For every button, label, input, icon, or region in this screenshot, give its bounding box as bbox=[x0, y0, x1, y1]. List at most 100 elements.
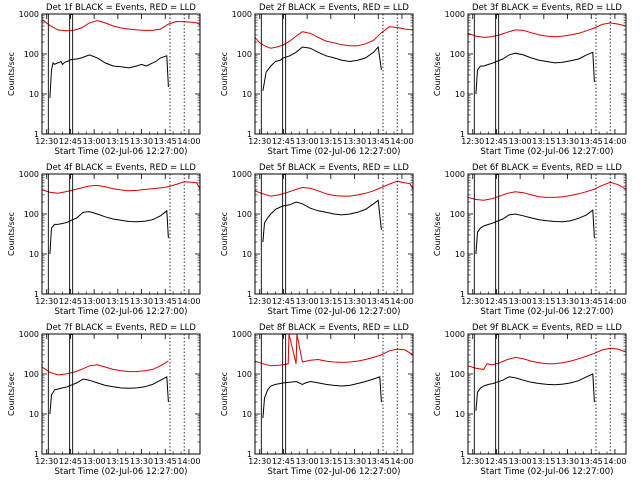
interval-e-box bbox=[260, 173, 284, 295]
x-tick-label: 13:15 bbox=[106, 457, 129, 466]
y-axis-label: Counts/sec bbox=[7, 372, 16, 416]
y-axis-label: Counts/sec bbox=[220, 52, 229, 96]
panel-title: Det 9f BLACK = Events, RED = LLD bbox=[472, 323, 622, 333]
x-tick-label: 14:00 bbox=[390, 297, 413, 306]
x-tick-label: 12:30 bbox=[461, 297, 484, 306]
x-tick-label: 13:15 bbox=[532, 137, 555, 146]
x-tick-label: 14:00 bbox=[390, 137, 413, 146]
x-axis-label: Start Time (02-Jul-06 12:27:00) bbox=[481, 467, 614, 477]
detector-panel-7: Det 7f BLACK = Events, RED = LLD 1 10 100 10… bbox=[7, 323, 201, 477]
x-tick-label: 13:15 bbox=[532, 457, 555, 466]
y-tick-label: 10 bbox=[29, 90, 39, 99]
x-tick-label: 14:00 bbox=[603, 137, 626, 146]
x-tick-label: 12:45 bbox=[272, 137, 295, 146]
x-tick-label: 12:30 bbox=[248, 457, 271, 466]
y-axis-label: Counts/sec bbox=[220, 372, 229, 416]
events-series-line bbox=[262, 45, 382, 91]
detector-panel-8: Det 8f BLACK = Events, RED = LLD 1 10 100 10… bbox=[220, 323, 414, 477]
detector-panel-5: Det 5f BLACK = Events, RED = LLD 1 10 100 10… bbox=[220, 163, 414, 317]
events-series-line bbox=[475, 373, 595, 411]
y-tick-label: 1000 bbox=[19, 170, 39, 179]
y-tick-label: 10 bbox=[455, 90, 465, 99]
x-axis-label: Start Time (02-Jul-06 12:27:00) bbox=[55, 467, 188, 477]
detector-panel-2: Det 2f BLACK = Events, RED = LLD 1 10 100 10… bbox=[220, 3, 414, 157]
x-tick-label: 13:45 bbox=[154, 457, 177, 466]
x-tick-label: 12:45 bbox=[59, 137, 82, 146]
x-axis-label: Start Time (02-Jul-06 12:27:00) bbox=[481, 307, 614, 317]
y-tick-label: 1 bbox=[247, 450, 252, 459]
y-tick-label: 100 bbox=[237, 370, 252, 379]
x-tick-label: 13:15 bbox=[532, 297, 555, 306]
y-tick-label: 10 bbox=[29, 410, 39, 419]
x-tick-label: 13:15 bbox=[319, 457, 342, 466]
x-tick-label: 12:30 bbox=[35, 137, 58, 146]
x-tick-label: 14:00 bbox=[177, 297, 200, 306]
y-tick-label: 1 bbox=[460, 290, 465, 299]
x-tick-label: 13:45 bbox=[580, 137, 603, 146]
x-tick-label: 13:00 bbox=[509, 457, 532, 466]
panel-frame bbox=[41, 173, 201, 295]
x-tick-label: 12:45 bbox=[59, 457, 82, 466]
y-tick-label: 1 bbox=[34, 290, 39, 299]
y-axis-label: Counts/sec bbox=[220, 212, 229, 256]
detector-panel-4: Det 4f BLACK = Events, RED = LLD 1 10 100 10… bbox=[7, 163, 201, 317]
panel-frame bbox=[467, 173, 627, 295]
panel-frame bbox=[41, 333, 201, 455]
y-tick-label: 1 bbox=[460, 130, 465, 139]
y-tick-label: 100 bbox=[237, 210, 252, 219]
y-tick-label: 1000 bbox=[445, 170, 465, 179]
events-series-line bbox=[475, 51, 595, 95]
x-tick-label: 13:30 bbox=[130, 457, 153, 466]
x-tick-label: 13:45 bbox=[367, 137, 390, 146]
y-tick-label: 1000 bbox=[232, 10, 252, 19]
x-tick-label: 13:30 bbox=[343, 297, 366, 306]
x-tick-label: 14:00 bbox=[177, 457, 200, 466]
interval-e-box bbox=[260, 333, 284, 455]
x-tick-label: 13:45 bbox=[154, 297, 177, 306]
panel-title: Det 3f BLACK = Events, RED = LLD bbox=[472, 3, 622, 13]
x-tick-label: 14:00 bbox=[177, 137, 200, 146]
lld-series-line bbox=[468, 181, 626, 201]
y-tick-label: 1000 bbox=[445, 330, 465, 339]
x-tick-label: 13:30 bbox=[343, 457, 366, 466]
detector-panel-3: Det 3f BLACK = Events, RED = LLD 1 10 100 10… bbox=[433, 3, 627, 157]
x-tick-label: 12:30 bbox=[35, 297, 58, 306]
lld-series-line bbox=[42, 19, 200, 32]
x-tick-label: 13:15 bbox=[319, 137, 342, 146]
y-tick-label: 1 bbox=[460, 450, 465, 459]
x-tick-label: 12:45 bbox=[272, 297, 295, 306]
y-tick-label: 1000 bbox=[445, 10, 465, 19]
x-tick-label: 14:00 bbox=[390, 457, 413, 466]
x-tick-label: 13:00 bbox=[296, 137, 319, 146]
x-tick-label: 14:00 bbox=[603, 297, 626, 306]
y-axis-label: Counts/sec bbox=[433, 52, 442, 96]
x-axis-label: Start Time (02-Jul-06 12:27:00) bbox=[481, 147, 614, 157]
x-axis-label: Start Time (02-Jul-06 12:27:00) bbox=[55, 147, 188, 157]
y-axis-label: Counts/sec bbox=[7, 212, 16, 256]
x-tick-label: 13:00 bbox=[509, 137, 532, 146]
x-tick-label: 13:00 bbox=[509, 297, 532, 306]
panel-title: Det 1f BLACK = Events, RED = LLD bbox=[46, 3, 196, 13]
lld-series-line bbox=[255, 334, 413, 367]
x-tick-label: 13:30 bbox=[556, 457, 579, 466]
y-tick-label: 1 bbox=[247, 130, 252, 139]
x-tick-label: 13:15 bbox=[106, 297, 129, 306]
x-tick-label: 13:00 bbox=[83, 137, 106, 146]
x-tick-label: 12:30 bbox=[461, 457, 484, 466]
x-tick-label: 13:00 bbox=[83, 457, 106, 466]
x-tick-label: 13:45 bbox=[580, 457, 603, 466]
x-tick-label: 14:00 bbox=[603, 457, 626, 466]
panel-title: Det 7f BLACK = Events, RED = LLD bbox=[46, 323, 196, 333]
y-tick-label: 1000 bbox=[19, 10, 39, 19]
panel-title: Det 8f BLACK = Events, RED = LLD bbox=[259, 323, 409, 333]
panel-title: Det 5f BLACK = Events, RED = LLD bbox=[259, 163, 409, 173]
lld-series-line bbox=[255, 26, 413, 49]
x-tick-label: 13:15 bbox=[319, 297, 342, 306]
y-axis-label: Counts/sec bbox=[433, 212, 442, 256]
y-tick-label: 100 bbox=[237, 50, 252, 59]
panel-frame bbox=[467, 13, 627, 135]
y-tick-label: 100 bbox=[450, 50, 465, 59]
y-axis-label: Counts/sec bbox=[433, 372, 442, 416]
panel-title: Det 4f BLACK = Events, RED = LLD bbox=[46, 163, 196, 173]
